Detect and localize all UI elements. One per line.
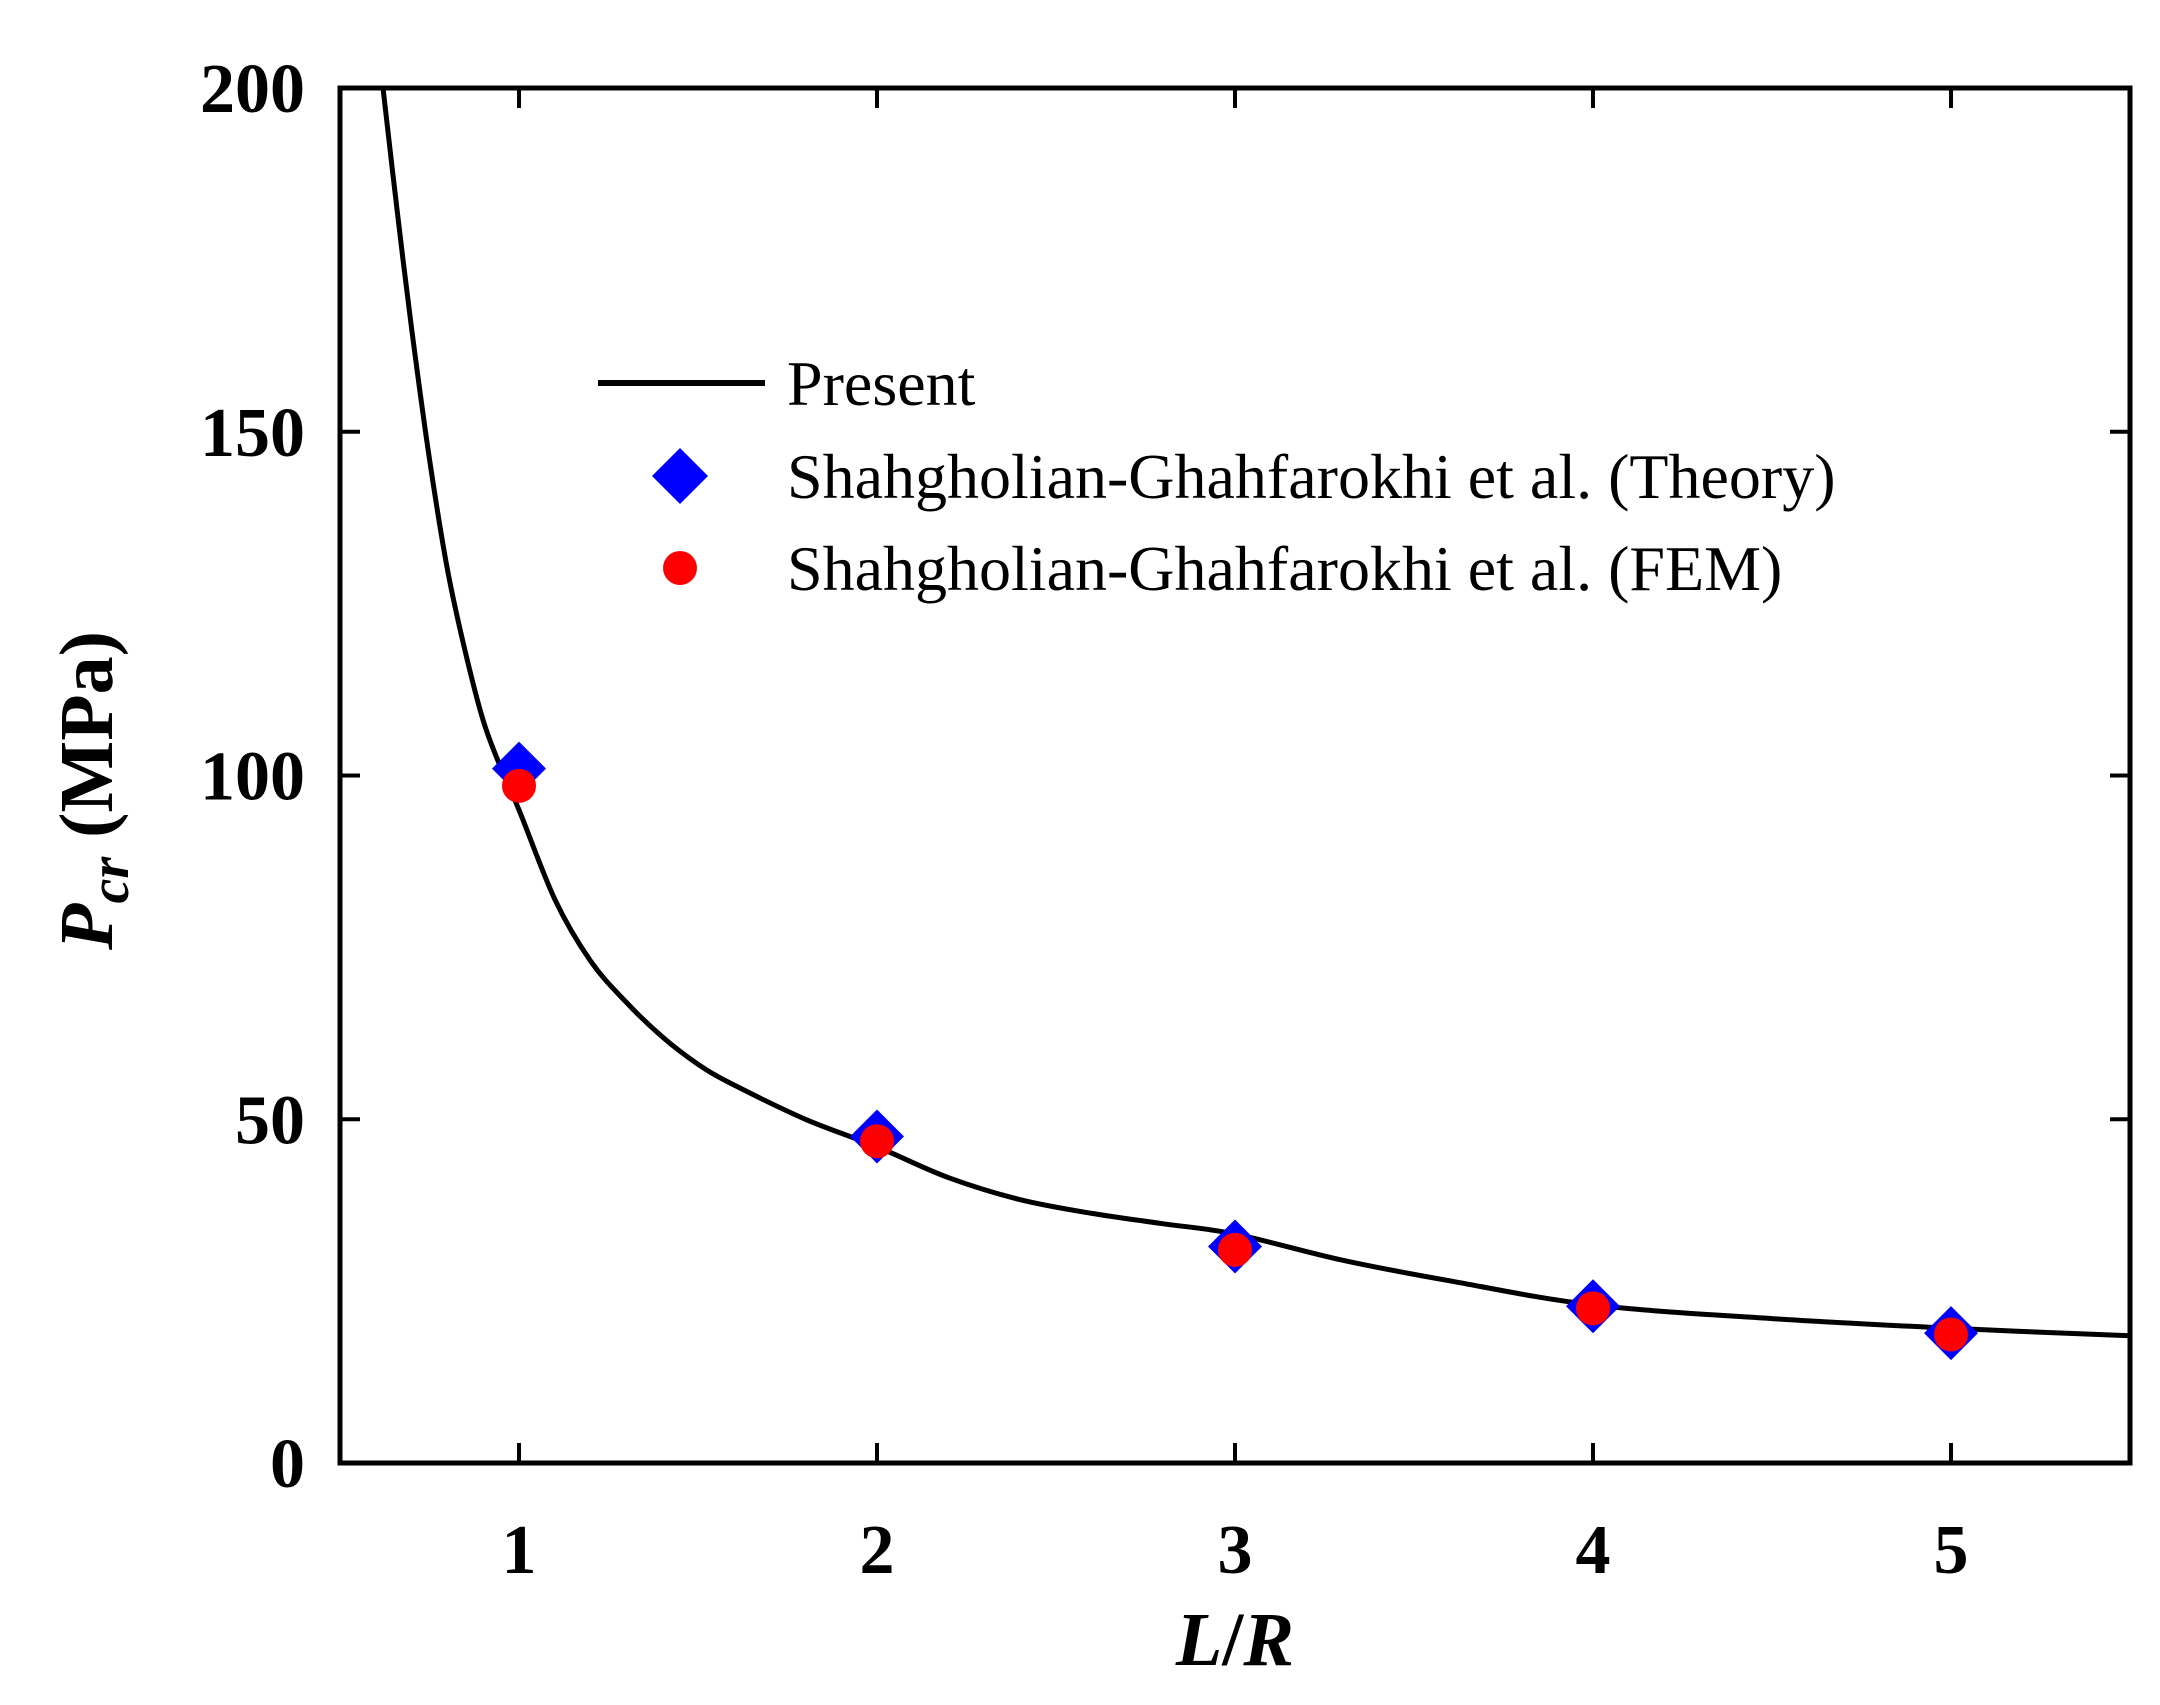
fem-point <box>1934 1317 1968 1352</box>
x-tick-label: 2 <box>860 1512 895 1589</box>
legend-diamond-swatch <box>652 448 708 504</box>
legend-label: Shahgholian-Ghahfarokhi et al. (Theory) <box>787 441 1836 512</box>
fem-point <box>860 1124 894 1159</box>
fem-point <box>1218 1232 1252 1267</box>
y-axis-title: Pcr (MPa) <box>45 631 141 951</box>
legend-label: Shahgholian-Ghahfarokhi et al. (FEM) <box>787 533 1782 604</box>
legend-item-present: Present <box>598 348 976 419</box>
y-tick-label: 50 <box>235 1082 305 1159</box>
x-tick-label: 4 <box>1576 1512 1611 1589</box>
x-tick-label: 3 <box>1218 1512 1253 1589</box>
series-line-present <box>380 88 2130 1339</box>
curve-layer <box>380 88 2130 1339</box>
y-tick-label: 100 <box>200 739 305 816</box>
legend-item-fem: Shahgholian-Ghahfarokhi et al. (FEM) <box>663 533 1782 604</box>
fem-point <box>502 768 536 803</box>
fem-point <box>1576 1291 1610 1326</box>
y-tick-label: 150 <box>200 395 305 472</box>
legend-item-theory: Shahgholian-Ghahfarokhi et al. (Theory) <box>652 441 1836 512</box>
axes-layer <box>337 85 2133 1466</box>
x-axis-title: L/R <box>1175 1598 1294 1682</box>
marker-layer <box>492 741 1978 1361</box>
y-tick-label: 200 <box>200 51 305 128</box>
legend: Present Shahgholian-Ghahfarokhi et al. (T… <box>598 348 1836 604</box>
x-tick-label: 1 <box>502 1512 537 1589</box>
y-tick-label: 0 <box>270 1426 305 1503</box>
legend-label: Present <box>787 348 976 419</box>
legend-circle-swatch <box>663 551 697 585</box>
x-tick-label: 5 <box>1934 1512 1969 1589</box>
